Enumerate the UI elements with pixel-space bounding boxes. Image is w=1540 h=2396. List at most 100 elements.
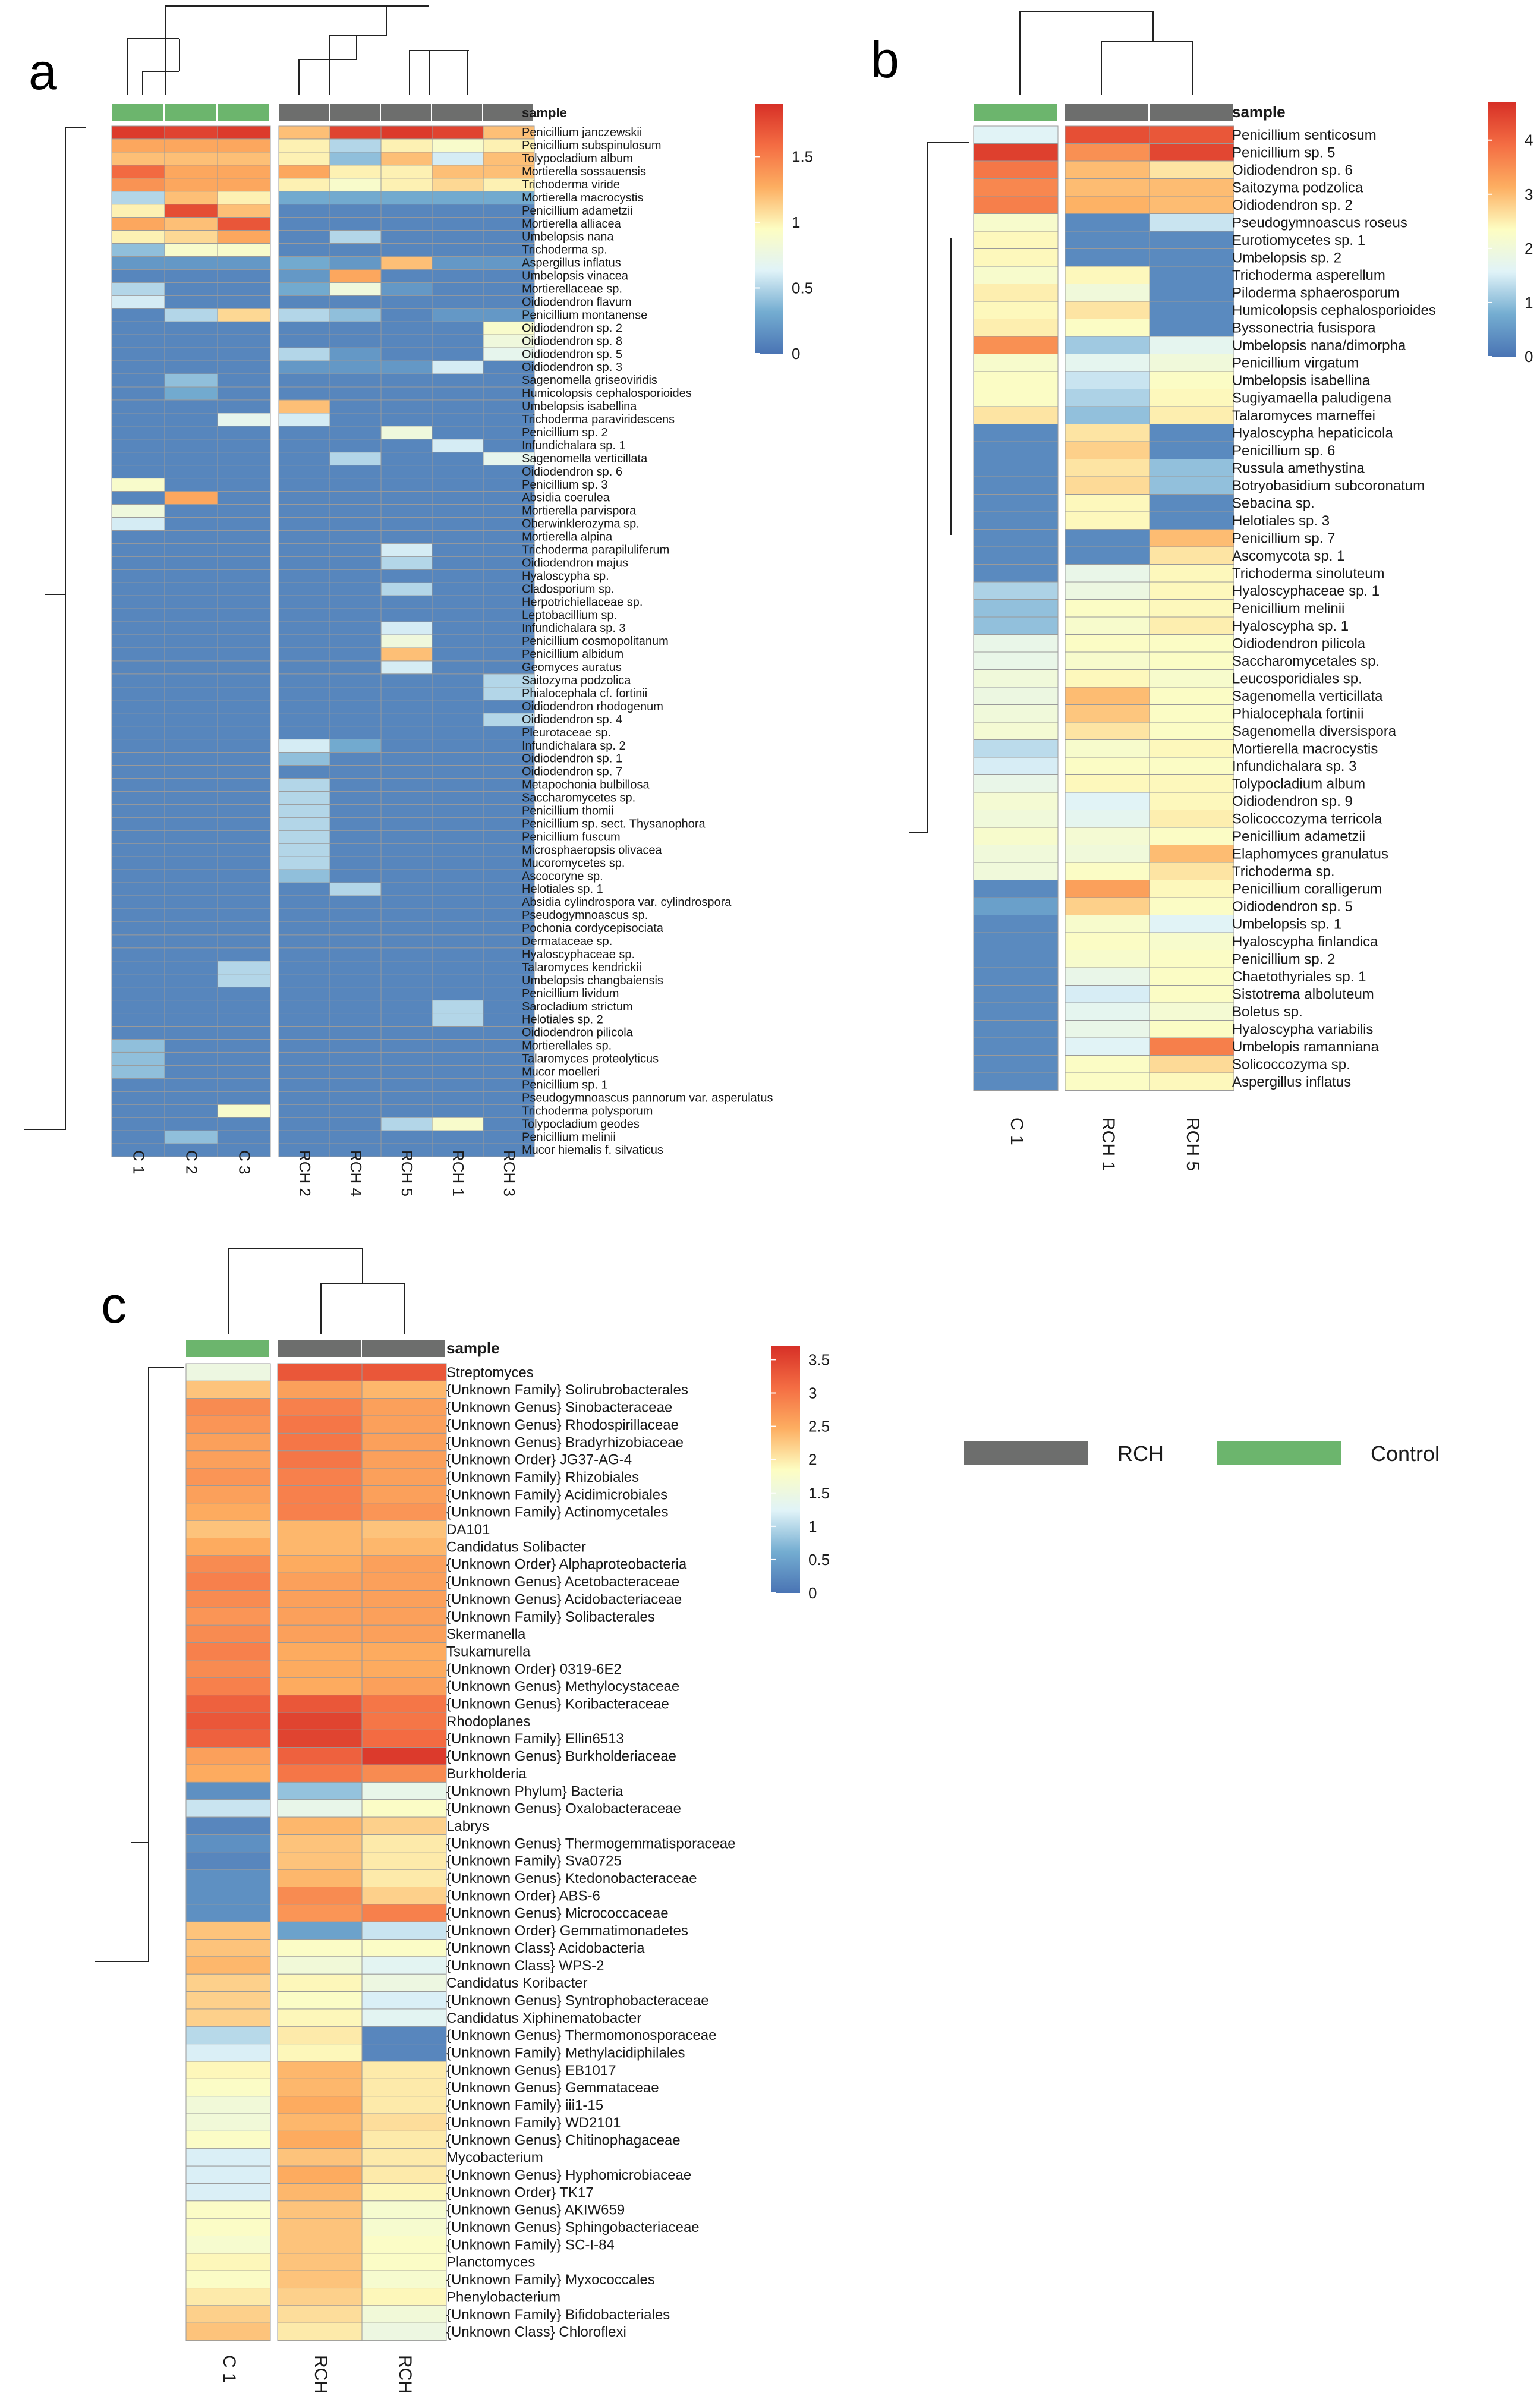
heatmap-cell-a-70-4: [329, 1039, 382, 1053]
heatmap-cell-a-19-5: [380, 373, 433, 388]
heatmap-cell-c-7-1: [277, 1485, 363, 1504]
heatmap-cell-c-11-2: [361, 1555, 447, 1573]
heatmap-cell-a-57-0: [111, 869, 165, 883]
heatmap-cell-a-2-6: [432, 152, 484, 166]
heatmap-cell-a-45-5: [380, 713, 433, 727]
heatmap-cell-a-18-1: [164, 360, 218, 374]
heatmap-cell-a-24-5: [380, 439, 433, 453]
heatmap-cell-c-25-1: [277, 1799, 363, 1818]
heatmap-cell-a-30-4: [329, 517, 382, 531]
heatmap-cell-a-38-6: [432, 621, 484, 635]
heatmap-cell-a-75-4: [329, 1104, 382, 1118]
row-label-a-76: Tolypocladium geodes: [522, 1117, 640, 1131]
heatmap-cell-c-21-2: [361, 1729, 447, 1748]
heatmap-cell-a-18-5: [380, 360, 433, 374]
heatmap-cell-c-27-2: [361, 1834, 447, 1853]
row-label-b-36: Infundichalara sp. 3: [1232, 758, 1356, 774]
heatmap-cell-b-6-2: [1149, 231, 1234, 249]
heatmap-cell-c-18-2: [361, 1677, 447, 1696]
heatmap-cell-a-4-4: [329, 178, 382, 192]
heatmap-cell-a-55-2: [217, 843, 271, 857]
heatmap-cell-a-49-5: [380, 765, 433, 779]
heatmap-cell-b-33-2: [1149, 704, 1234, 723]
heatmap-cell-c-12-0: [185, 1572, 271, 1591]
heatmap-cell-a-14-4: [329, 308, 382, 322]
heatmap-cell-c-49-1: [277, 2218, 363, 2236]
heatmap-cell-a-14-0: [111, 308, 165, 322]
heatmap-cell-a-18-0: [111, 360, 165, 374]
heatmap-cell-c-32-0: [185, 1921, 271, 1940]
heatmap-cell-b-24-1: [1065, 546, 1150, 565]
heatmap-cell-a-15-6: [432, 321, 484, 335]
heatmap-cell-b-31-1: [1065, 669, 1150, 688]
heatmap-cell-c-15-0: [185, 1624, 271, 1643]
row-label-b-12: Umbelopsis nana/dimorpha: [1232, 338, 1406, 354]
heatmap-cell-a-77-5: [380, 1130, 433, 1144]
row-label-b-35: Mortierella macrocystis: [1232, 741, 1378, 757]
heatmap-cell-a-69-0: [111, 1026, 165, 1040]
heatmap-cell-a-10-4: [329, 256, 382, 270]
heatmap-cell-b-10-0: [973, 301, 1059, 319]
heatmap-cell-a-67-4: [329, 1000, 382, 1014]
heatmap-cell-a-76-5: [380, 1117, 433, 1131]
heatmap-cell-a-42-3: [278, 673, 330, 688]
heatmap-cell-c-2-1: [277, 1398, 363, 1416]
heatmap-cell-c-54-0: [185, 2305, 271, 2323]
row-label-b-50: Boletus sp.: [1232, 1004, 1303, 1020]
heatmap-cell-b-21-2: [1149, 494, 1234, 512]
row-label-b-13: Penicillium virgatum: [1232, 355, 1359, 371]
heatmap-cell-a-27-6: [432, 478, 484, 492]
heatmap-cell-c-37-0: [185, 2008, 271, 2027]
colorbar-tick-label-c-6: 3: [808, 1384, 817, 1402]
heatmap-cell-a-75-3: [278, 1104, 330, 1118]
annotation-cell-b-2: [1150, 104, 1233, 121]
heatmap-cell-c-17-2: [361, 1660, 447, 1678]
heatmap-cell-b-40-1: [1065, 827, 1150, 845]
row-label-b-22: Helotiales sp. 3: [1232, 513, 1330, 529]
heatmap-cell-a-40-1: [164, 647, 218, 662]
heatmap-cell-a-41-6: [432, 660, 484, 675]
heatmap-cell-a-44-4: [329, 700, 382, 714]
heatmap-cell-a-45-1: [164, 713, 218, 727]
row-label-a-44: Oidiodendron rhodogenum: [522, 700, 663, 713]
heatmap-cell-a-46-5: [380, 726, 433, 740]
row-label-b-47: Penicillium sp. 2: [1232, 952, 1335, 968]
panel-letter-c: c: [101, 1277, 127, 1334]
heatmap-cell-a-68-0: [111, 1013, 165, 1027]
heatmap-cell-c-51-0: [185, 2253, 271, 2271]
heatmap-cell-a-28-6: [432, 491, 484, 505]
heatmap-cell-a-75-2: [217, 1104, 271, 1118]
heatmap-cell-b-14-0: [973, 371, 1059, 389]
heatmap-cell-a-62-3: [278, 934, 330, 949]
row-label-c-47: {Unknown Order} TK17: [446, 2184, 594, 2200]
row-label-a-12: Mortierellaceae sp.: [522, 283, 622, 296]
heatmap-cell-b-31-0: [973, 669, 1059, 688]
heatmap-cell-a-8-0: [111, 230, 165, 244]
heatmap-cell-a-27-4: [329, 478, 382, 492]
annotation-cell-a-2: [218, 104, 269, 121]
row-label-a-66: Penicillium lividum: [522, 987, 619, 1000]
heatmap-cell-b-42-1: [1065, 862, 1150, 880]
heatmap-cell-a-70-0: [111, 1039, 165, 1053]
column-label-a-5: RCH 5: [398, 1150, 416, 1197]
row-label-a-4: Trichoderma viride: [522, 178, 620, 191]
row-label-b-44: Oidiodendron sp. 5: [1232, 899, 1353, 915]
heatmap-cell-b-14-1: [1065, 371, 1150, 389]
heatmap-cell-a-9-2: [217, 243, 271, 257]
heatmap-cell-c-7-2: [361, 1485, 447, 1504]
heatmap-cell-b-5-2: [1149, 213, 1234, 232]
heatmap-cell-c-54-1: [277, 2305, 363, 2323]
row-label-a-47: Infundichalara sp. 2: [522, 739, 626, 753]
heatmap-cell-a-51-4: [329, 791, 382, 805]
row-label-a-72: Mucor moelleri: [522, 1066, 600, 1079]
heatmap-cell-a-25-3: [278, 452, 330, 466]
heatmap-cell-a-16-6: [432, 334, 484, 348]
heatmap-cell-a-73-3: [278, 1078, 330, 1092]
heatmap-cell-a-3-3: [278, 165, 330, 179]
heatmap-cell-a-34-2: [217, 569, 271, 583]
heatmap-cell-a-22-6: [432, 413, 484, 427]
colorbar-tick-label-a-0: 0: [792, 345, 800, 363]
row-label-b-26: Hyaloscyphaceae sp. 1: [1232, 583, 1380, 599]
heatmap-cell-b-29-2: [1149, 634, 1234, 653]
heatmap-cell-a-68-5: [380, 1013, 433, 1027]
